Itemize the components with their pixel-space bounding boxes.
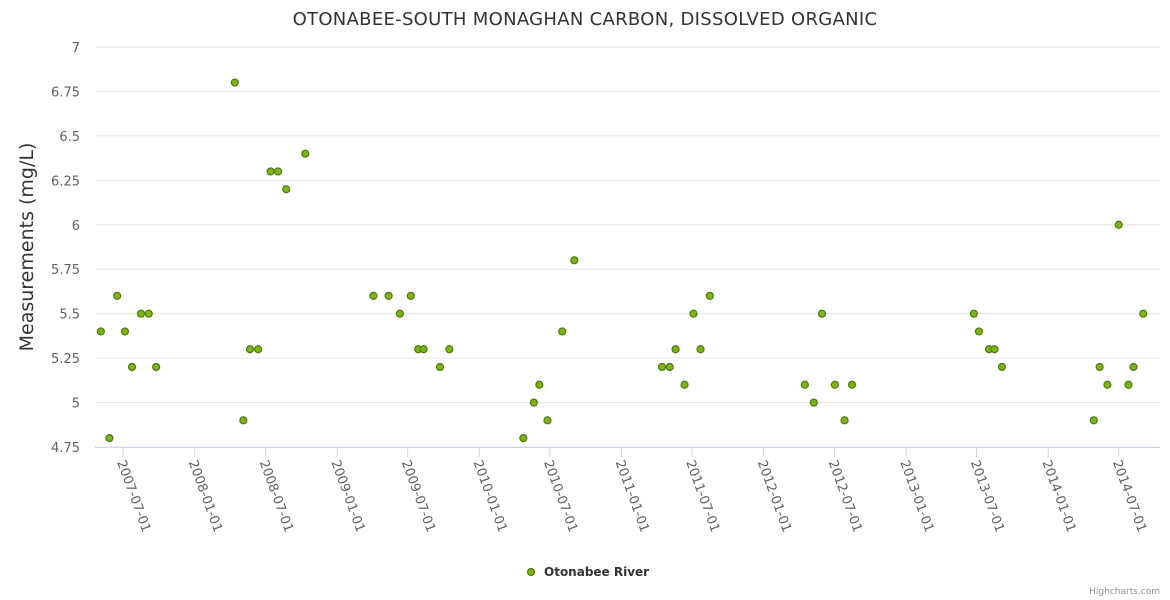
y-axis-title: Measurements (mg/L) [16, 143, 38, 352]
series-otonabee-river[interactable] [96, 78, 1148, 443]
y-tick-label: 5.75 [51, 263, 80, 278]
data-point-33[interactable] [680, 380, 689, 389]
y-tick-label: 5.5 [59, 308, 80, 323]
data-point-41[interactable] [840, 416, 849, 425]
data-point-38[interactable] [809, 398, 818, 407]
y-tick-label: 4.75 [51, 441, 80, 456]
data-point-51[interactable] [1114, 220, 1123, 229]
data-point-12[interactable] [266, 167, 275, 176]
y-tick-label: 5.25 [51, 352, 80, 367]
credits-link[interactable]: Highcharts.com [1089, 587, 1160, 597]
data-point-9[interactable] [239, 416, 248, 425]
data-point-19[interactable] [406, 291, 415, 300]
data-point-25[interactable] [529, 398, 538, 407]
data-point-48[interactable] [1089, 416, 1098, 425]
data-point-15[interactable] [301, 149, 310, 158]
data-point-8[interactable] [230, 78, 239, 87]
data-point-50[interactable] [1103, 380, 1112, 389]
data-point-11[interactable] [254, 345, 263, 354]
data-point-42[interactable] [847, 380, 857, 389]
data-point-35[interactable] [696, 345, 705, 354]
grid-lines [95, 46, 1160, 448]
data-point-2[interactable] [113, 291, 122, 300]
data-point-32[interactable] [671, 345, 680, 354]
data-point-13[interactable] [273, 167, 283, 176]
data-point-54[interactable] [1139, 309, 1148, 318]
y-tick-label: 6 [72, 219, 80, 234]
data-point-30[interactable] [657, 362, 667, 372]
data-point-46[interactable] [990, 345, 999, 354]
data-point-18[interactable] [395, 309, 404, 318]
data-point-10[interactable] [245, 345, 255, 354]
data-point-40[interactable] [830, 380, 839, 389]
y-tick-label: 7 [72, 41, 80, 56]
data-point-37[interactable] [800, 380, 809, 389]
y-tick-label: 6.75 [51, 85, 80, 100]
data-point-3[interactable] [120, 327, 130, 336]
data-point-16[interactable] [369, 291, 378, 300]
data-point-24[interactable] [519, 434, 528, 443]
chart-title: OTONABEE-SOUTH MONAGHAN CARBON, DISSOLVE… [293, 9, 878, 30]
legend[interactable]: Otonabee River [526, 565, 650, 579]
data-point-4[interactable] [127, 362, 137, 372]
data-point-1[interactable] [105, 434, 114, 443]
data-point-0[interactable] [96, 327, 105, 336]
data-point-22[interactable] [435, 362, 445, 372]
data-point-17[interactable] [384, 291, 393, 300]
data-point-52[interactable] [1124, 380, 1133, 389]
data-point-49[interactable] [1095, 362, 1104, 372]
data-point-36[interactable] [705, 291, 714, 300]
data-point-53[interactable] [1129, 362, 1138, 372]
data-point-26[interactable] [535, 380, 544, 389]
data-point-34[interactable] [689, 309, 698, 318]
data-point-43[interactable] [969, 309, 978, 318]
data-point-27[interactable] [543, 416, 552, 425]
legend-item-label[interactable]: Otonabee River [544, 565, 649, 579]
data-point-14[interactable] [282, 185, 291, 194]
y-axis-ticks: 4.75 5 5.25 5.5 5.75 6 6.25 6.5 6.75 7 [51, 41, 80, 456]
data-point-21[interactable] [419, 345, 428, 354]
data-point-23[interactable] [445, 345, 454, 354]
data-point-6[interactable] [144, 309, 153, 318]
y-tick-label: 6.25 [51, 174, 80, 189]
data-point-5[interactable] [136, 309, 146, 318]
data-point-31[interactable] [665, 362, 674, 372]
y-tick-label: 5 [72, 397, 80, 412]
y-tick-label: 6.5 [59, 130, 80, 145]
data-point-28[interactable] [558, 327, 567, 336]
data-point-39[interactable] [817, 309, 827, 318]
data-point-29[interactable] [570, 256, 579, 265]
data-point-44[interactable] [974, 327, 984, 336]
x-axis [95, 447, 1160, 457]
data-point-47[interactable] [997, 362, 1007, 372]
legend-marker[interactable] [526, 567, 536, 577]
data-point-7[interactable] [152, 362, 161, 372]
